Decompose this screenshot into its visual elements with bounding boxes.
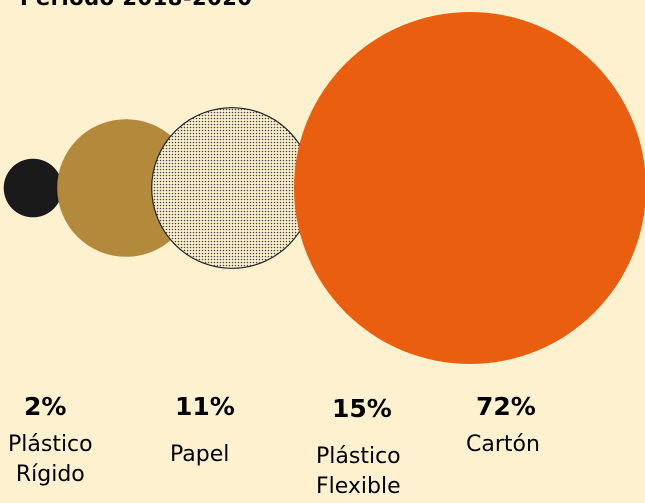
value-label-plastico-flexible: 15% [332, 394, 392, 423]
category-label-line: Rígido [15, 462, 85, 487]
category-label-line: Plástico [8, 432, 93, 457]
category-label-carton: Cartón [466, 430, 540, 460]
category-label-line: Papel [170, 442, 230, 467]
value-label-carton: 72% [476, 392, 536, 421]
category-label-line: Plástico [316, 444, 401, 469]
value-label-plastico-rigido: 2% [24, 392, 67, 421]
category-label-line: Flexible [316, 474, 401, 499]
category-label-plastico-flexible: Plástico Flexible [316, 442, 401, 502]
category-label-plastico-rigido: Plástico Rígido [8, 430, 93, 490]
value-label-papel: 11% [175, 392, 235, 421]
bubble-carton [294, 12, 645, 364]
bubble-plastico-rigido [3, 158, 63, 218]
category-label-line: Cartón [466, 432, 540, 457]
bubble-plastico-flexible [151, 107, 313, 269]
chart-title: Periodo 2018-2020 [20, 0, 253, 10]
category-label-papel: Papel [170, 440, 229, 470]
